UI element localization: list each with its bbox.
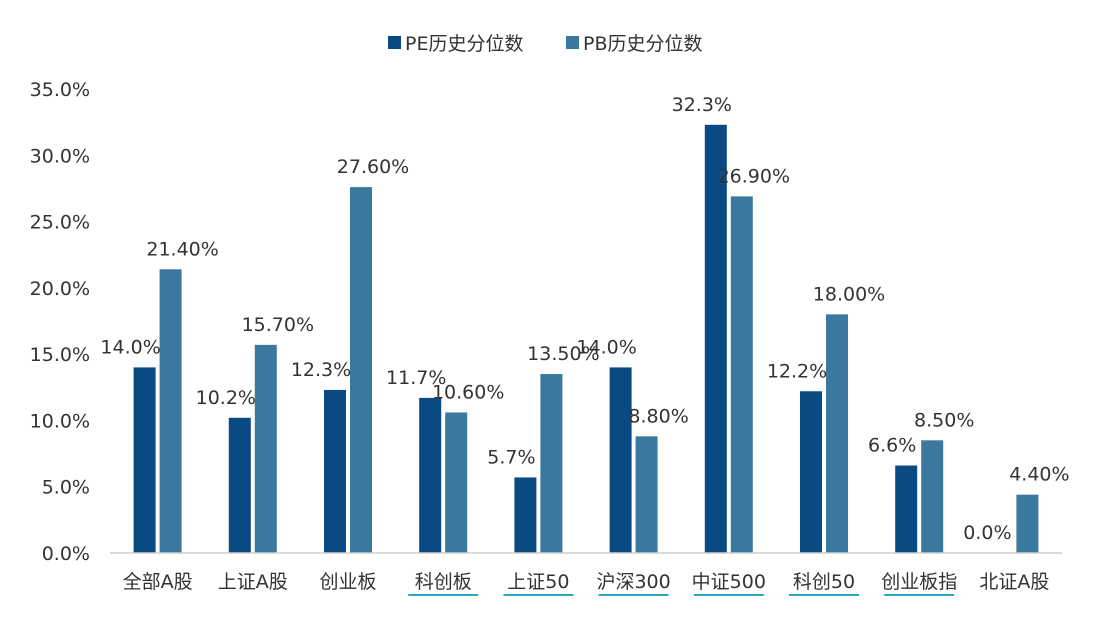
bar-pe-0 xyxy=(134,367,156,553)
x-tick-label: 创业板 xyxy=(319,571,376,593)
data-label-pb-8: 8.50% xyxy=(914,409,974,431)
x-axis: 全部A股 上证A股 创业板 科创板 上证50 沪深300 中证500 科创50 创业板指 北证A股 xyxy=(110,553,1062,595)
data-label-pb-5: 8.80% xyxy=(628,405,688,427)
y-tick-label: 25.0% xyxy=(30,212,90,234)
bar-pe-2 xyxy=(324,390,346,553)
y-tick-label: 20.0% xyxy=(30,278,90,300)
bar-pb-9 xyxy=(1016,495,1038,553)
bar-pe-1 xyxy=(229,418,251,553)
bar-pe-7 xyxy=(800,391,822,553)
x-tick-label: 沪深300 xyxy=(596,571,670,593)
bar-pb-5 xyxy=(636,436,658,553)
data-label-pb-2: 27.60% xyxy=(337,156,409,178)
data-label-pe-0: 14.0% xyxy=(100,336,160,358)
data-label-pe-6: 32.3% xyxy=(672,94,732,116)
bar-pb-7 xyxy=(826,314,848,553)
bar-pe-4 xyxy=(514,477,536,553)
data-label-pb-3: 10.60% xyxy=(432,381,504,403)
x-tick-label: 上证A股 xyxy=(218,571,288,593)
bar-pb-1 xyxy=(255,345,277,553)
y-tick-label: 5.0% xyxy=(42,477,90,499)
legend-swatch-pe xyxy=(388,36,401,49)
data-label-pe-5: 14.0% xyxy=(576,336,636,358)
data-label-pe-8: 6.6% xyxy=(868,435,916,457)
data-label-pb-9: 4.40% xyxy=(1009,464,1069,486)
data-label-pe-1: 10.2% xyxy=(196,387,256,409)
y-axis: 0.0% 5.0% 10.0% 15.0% 20.0% 25.0% 30.0% 35.0% xyxy=(30,79,90,565)
y-tick-label: 30.0% xyxy=(30,145,90,167)
data-label-pe-2: 12.3% xyxy=(291,359,351,381)
x-tick-label: 全部A股 xyxy=(123,571,193,593)
x-tick-label: 科创50 xyxy=(793,571,855,593)
data-label-pe-7: 12.2% xyxy=(767,360,827,382)
y-tick-label: 15.0% xyxy=(30,344,90,366)
data-label-pb-1: 15.70% xyxy=(242,314,314,336)
x-tick-label: 上证50 xyxy=(507,571,569,593)
bar-pb-4 xyxy=(540,374,562,553)
data-label-pb-6: 26.90% xyxy=(718,165,790,187)
y-tick-label: 10.0% xyxy=(30,410,90,432)
bar-pb-0 xyxy=(160,269,182,553)
bar-pe-8 xyxy=(895,466,917,553)
x-tick-label: 科创板 xyxy=(415,571,472,593)
bar-pb-2 xyxy=(350,187,372,553)
legend: PE历史分位数 PB历史分位数 xyxy=(388,33,703,55)
data-label-pe-4: 5.7% xyxy=(487,446,535,468)
x-tick-label: 北证A股 xyxy=(979,571,1049,593)
data-label-pe-9: 0.0% xyxy=(963,522,1011,544)
legend-label-pb: PB历史分位数 xyxy=(583,33,703,55)
bar-pe-6 xyxy=(705,125,727,553)
x-tick-label: 中证500 xyxy=(692,571,766,593)
bar-chart: PE历史分位数 PB历史分位数 0.0% 5.0% 10.0% 15.0% 20.0% 2… xyxy=(0,0,1103,623)
bar-pb-8 xyxy=(921,440,943,553)
y-tick-label: 0.0% xyxy=(42,543,90,565)
y-tick-label: 35.0% xyxy=(30,79,90,101)
bar-pe-3 xyxy=(419,398,441,553)
x-tick-label: 创业板指 xyxy=(881,571,957,593)
legend-label-pe: PE历史分位数 xyxy=(405,33,523,55)
bar-pb-6 xyxy=(731,196,753,553)
legend-swatch-pb xyxy=(566,36,579,49)
data-label-pb-7: 18.00% xyxy=(813,283,885,305)
bar-pb-3 xyxy=(445,412,467,553)
data-label-pb-0: 21.40% xyxy=(146,238,218,260)
bar-pe-5 xyxy=(610,367,632,553)
